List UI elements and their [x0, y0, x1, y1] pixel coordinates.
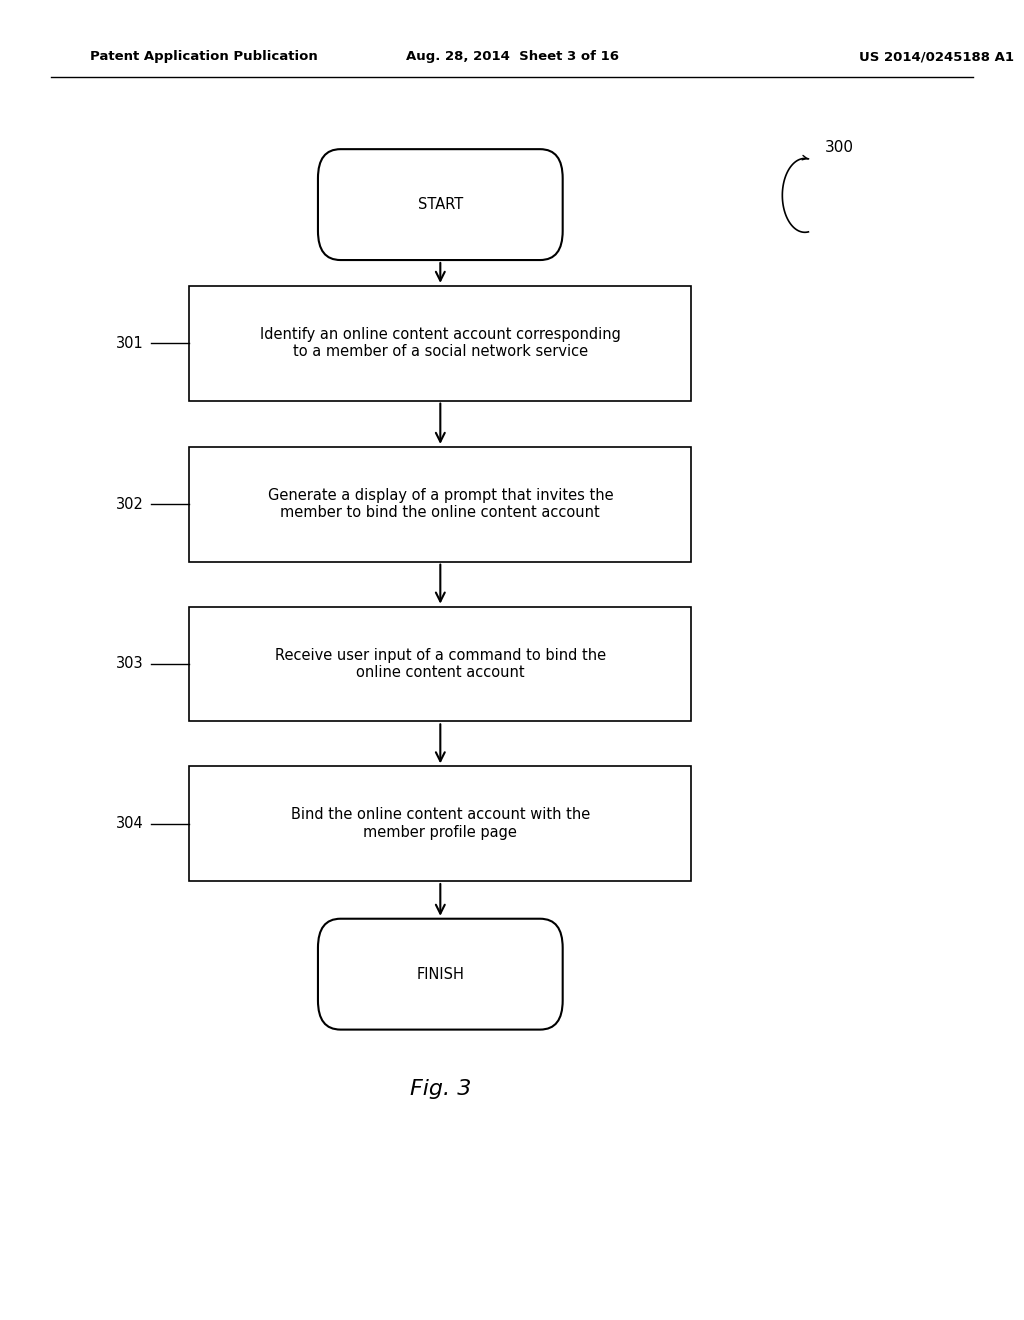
Text: FINISH: FINISH	[417, 966, 464, 982]
FancyBboxPatch shape	[189, 446, 691, 562]
Text: Bind the online content account with the
member profile page: Bind the online content account with the…	[291, 808, 590, 840]
Text: Identify an online content account corresponding
to a member of a social network: Identify an online content account corre…	[260, 327, 621, 359]
Text: 304: 304	[116, 816, 143, 832]
FancyBboxPatch shape	[189, 607, 691, 721]
Text: 302: 302	[116, 496, 143, 512]
Text: US 2014/0245188 A1: US 2014/0245188 A1	[859, 50, 1015, 63]
FancyBboxPatch shape	[317, 919, 563, 1030]
FancyBboxPatch shape	[189, 766, 691, 882]
FancyBboxPatch shape	[189, 286, 691, 401]
Text: Receive user input of a command to bind the
online content account: Receive user input of a command to bind …	[274, 648, 606, 680]
FancyBboxPatch shape	[317, 149, 563, 260]
Text: Aug. 28, 2014  Sheet 3 of 16: Aug. 28, 2014 Sheet 3 of 16	[406, 50, 618, 63]
Text: 301: 301	[116, 335, 143, 351]
Text: 303: 303	[116, 656, 143, 672]
Text: Generate a display of a prompt that invites the
member to bind the online conten: Generate a display of a prompt that invi…	[267, 488, 613, 520]
Text: START: START	[418, 197, 463, 213]
Text: Patent Application Publication: Patent Application Publication	[90, 50, 317, 63]
Text: 300: 300	[824, 140, 853, 154]
Text: Fig. 3: Fig. 3	[410, 1078, 471, 1100]
